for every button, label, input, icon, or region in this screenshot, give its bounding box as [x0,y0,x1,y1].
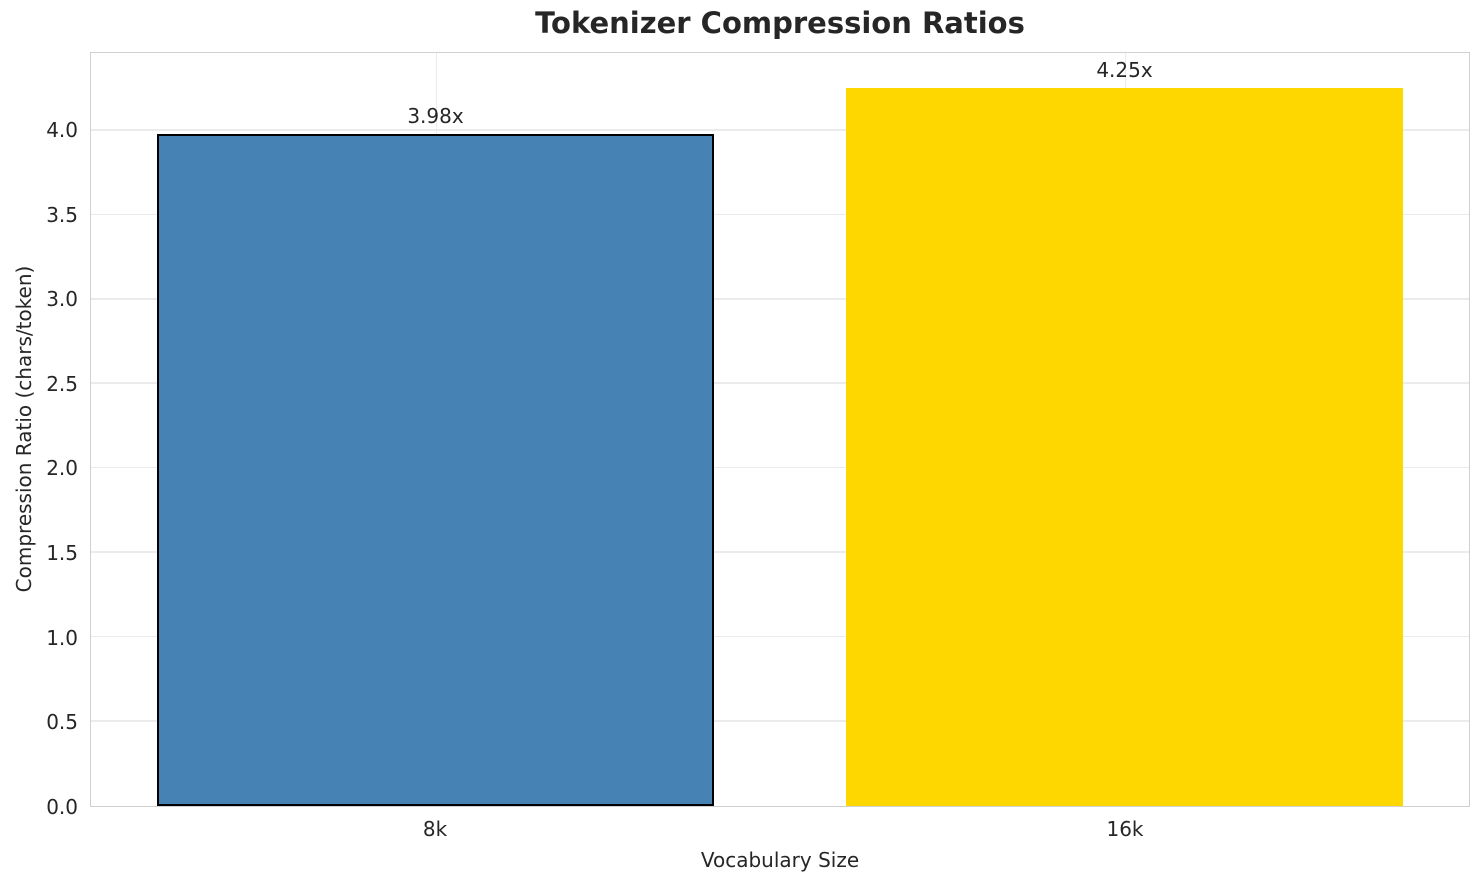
x-tick-label: 8k [422,817,448,841]
y-tick-label: 1.5 [46,541,78,566]
gridline-horizontal [91,129,1469,131]
y-tick-label: 2.5 [46,371,78,396]
y-tick-label: 3.5 [46,202,78,227]
gridline-horizontal [91,466,1469,469]
x-axis-label: Vocabulary Size [700,848,860,872]
gridline-horizontal [91,298,1469,300]
bar-value-label: 4.25x [1096,58,1153,83]
y-tick-label: 1.0 [46,625,78,650]
gridline-horizontal [91,551,1469,553]
plot-area: 3.98x 4.25x [90,52,1470,807]
y-tick-label: 0.5 [46,710,78,735]
bar-value-label: 3.98x [407,104,464,129]
x-tick-label: 16k [1106,817,1144,841]
y-axis-tick-labels: 0.0 0.5 1.0 1.5 2.0 2.5 3.0 3.5 4.0 [0,52,78,819]
chart-title: Tokenizer Compression Ratios [535,6,1025,40]
gridline-horizontal [91,213,1469,216]
gridline-horizontal [91,720,1469,722]
gridline-horizontal [91,382,1469,384]
y-tick-label: 2.0 [46,456,78,481]
y-tick-label: 4.0 [46,117,78,142]
bar-16k [845,88,1404,806]
y-tick-label: 0.0 [46,795,78,819]
gridline-horizontal [91,635,1469,638]
y-tick-label: 3.0 [46,287,78,312]
bar-8k [156,134,715,806]
